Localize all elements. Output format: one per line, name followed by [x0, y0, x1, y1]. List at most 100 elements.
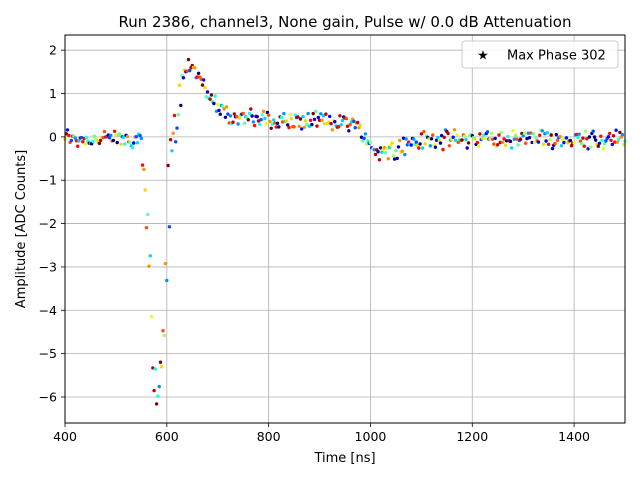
data-point	[123, 142, 127, 146]
data-point	[69, 138, 74, 143]
data-point	[363, 132, 368, 136]
data-point	[438, 141, 443, 145]
data-point	[497, 133, 501, 137]
data-point	[358, 123, 362, 128]
data-point	[372, 148, 376, 152]
data-point	[541, 142, 546, 146]
data-point	[464, 137, 468, 142]
data-point	[167, 225, 172, 229]
data-point	[160, 365, 164, 369]
data-point	[394, 149, 398, 153]
data-point	[118, 132, 122, 136]
data-point	[378, 146, 383, 150]
data-point	[380, 150, 384, 154]
data-point	[601, 146, 606, 151]
data-point	[172, 113, 177, 118]
data-point	[508, 139, 513, 144]
data-point	[613, 140, 617, 144]
chart-title: Run 2386, channel3, None gain, Pulse w/ …	[119, 13, 572, 31]
data-point	[366, 139, 370, 143]
data-point	[446, 131, 450, 136]
data-point	[154, 402, 159, 406]
data-point	[429, 137, 434, 141]
data-point	[288, 112, 292, 117]
data-point	[373, 152, 378, 157]
data-point	[119, 142, 123, 146]
data-point	[447, 144, 452, 148]
data-point	[513, 133, 518, 137]
y-tick-label: 0	[49, 129, 57, 144]
data-point	[527, 136, 532, 140]
data-point	[115, 140, 119, 145]
data-point	[419, 132, 424, 136]
data-point	[303, 119, 308, 123]
data-point	[452, 128, 457, 132]
data-point	[522, 131, 527, 135]
data-point	[130, 145, 135, 150]
data-point	[544, 139, 548, 143]
data-point	[316, 115, 320, 120]
data-point	[226, 112, 230, 116]
data-point	[193, 66, 197, 70]
data-point	[202, 78, 206, 82]
data-point	[76, 144, 80, 148]
data-point	[307, 124, 312, 128]
data-points	[63, 57, 627, 406]
data-point	[451, 135, 455, 139]
data-point	[576, 135, 580, 140]
data-point	[73, 136, 77, 140]
data-point	[112, 129, 117, 133]
data-point	[490, 137, 495, 141]
x-tick-label: 800	[257, 429, 281, 444]
data-point	[286, 123, 290, 127]
data-point	[311, 111, 315, 116]
data-point	[618, 130, 622, 135]
y-tick-label: −6	[39, 389, 57, 404]
data-point	[558, 134, 562, 139]
data-point	[368, 140, 373, 145]
data-point	[347, 129, 351, 133]
data-point	[166, 163, 170, 168]
data-point	[147, 264, 151, 268]
data-point	[203, 85, 207, 90]
data-point	[259, 118, 263, 122]
data-point	[312, 117, 317, 122]
data-point	[431, 133, 435, 137]
data-point	[134, 135, 138, 139]
data-point	[188, 68, 192, 73]
data-point	[437, 138, 441, 142]
data-point	[364, 142, 369, 146]
data-point	[592, 135, 597, 139]
x-tick-label: 1400	[558, 429, 590, 444]
data-point	[386, 157, 390, 161]
data-point	[442, 135, 446, 139]
data-point	[322, 122, 327, 126]
data-point	[79, 135, 84, 140]
data-point	[296, 115, 300, 119]
data-point	[615, 140, 620, 144]
y-tick-label: −3	[39, 259, 57, 274]
data-point	[300, 127, 304, 131]
data-point	[434, 138, 439, 142]
data-point	[391, 154, 396, 158]
data-point	[208, 97, 212, 101]
data-point	[460, 138, 464, 142]
data-point	[329, 121, 333, 126]
data-point	[377, 158, 382, 162]
data-point	[83, 142, 88, 146]
data-point	[277, 125, 281, 129]
data-point	[503, 143, 508, 148]
data-point	[157, 384, 161, 389]
data-point	[132, 141, 136, 145]
data-point	[412, 137, 416, 141]
data-point	[217, 108, 221, 113]
data-point	[608, 131, 612, 136]
data-point	[255, 115, 259, 119]
data-point	[501, 140, 505, 145]
data-point	[353, 126, 357, 130]
data-point	[540, 129, 544, 133]
data-point	[550, 146, 555, 151]
data-point	[588, 145, 593, 149]
data-point	[314, 109, 318, 114]
data-point	[195, 75, 200, 79]
